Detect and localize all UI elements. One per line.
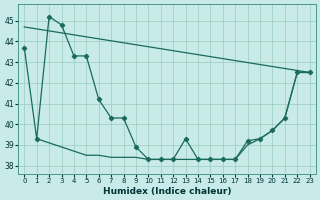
- X-axis label: Humidex (Indice chaleur): Humidex (Indice chaleur): [103, 187, 231, 196]
